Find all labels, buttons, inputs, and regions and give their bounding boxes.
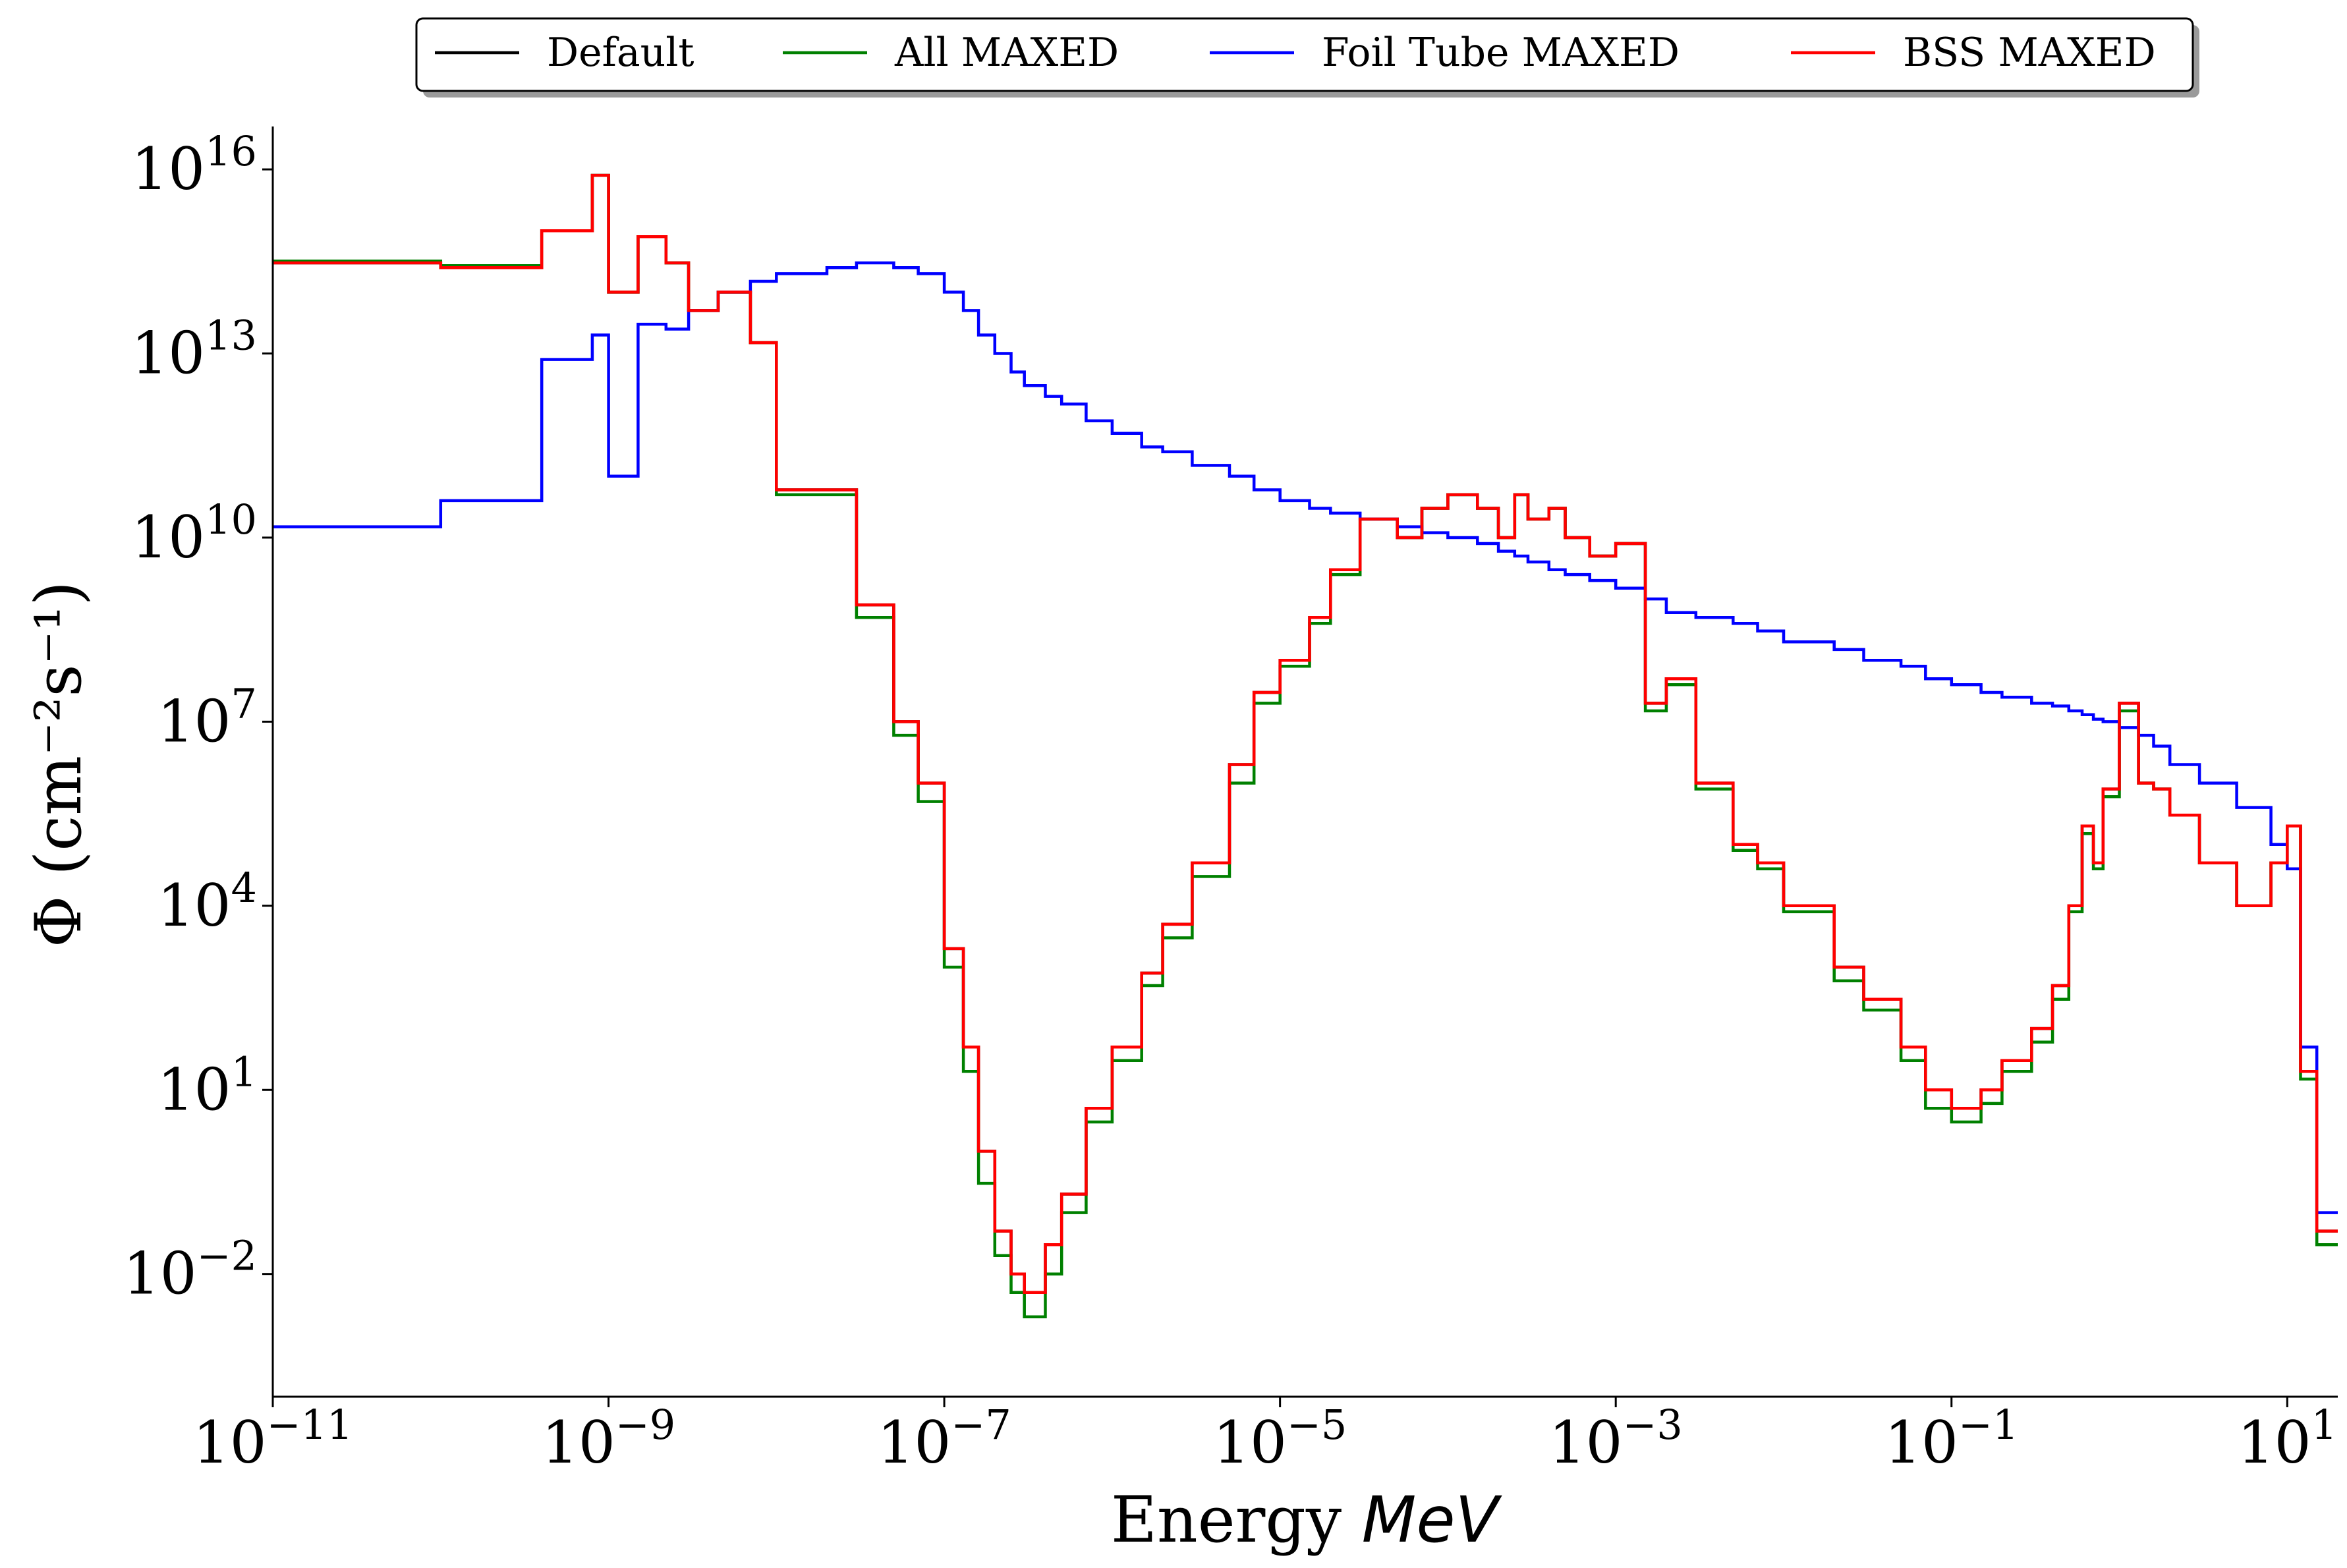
legend-label: Default — [547, 30, 694, 76]
x-tick-label: 10−1 — [1884, 1401, 2018, 1476]
y-tick-label: 1010 — [131, 495, 257, 571]
x-tick-label: 10−3 — [1549, 1401, 1683, 1476]
x-axis-label: Energy MeV — [1111, 1483, 1503, 1557]
y-axis-label: Φ (cm⁻²s⁻¹) — [22, 581, 96, 948]
legend: Default All MAXED Foil Tube MAXED BSS MAXED — [415, 17, 2199, 98]
y-tick-label: 1016 — [131, 127, 257, 203]
x-tick-label: 101 — [2238, 1401, 2337, 1476]
y-tick-label: 104 — [157, 864, 257, 939]
series-layer — [273, 173, 2338, 1319]
y-tick-label: 107 — [157, 679, 257, 755]
x-tick-label: 10−9 — [542, 1401, 675, 1476]
legend-items: Default All MAXED Foil Tube MAXED BSS MAXED — [435, 30, 2156, 76]
y-ticks: 10−2 101 104 107 1010 1013 1016 — [123, 127, 273, 1308]
y-tick-label: 101 — [157, 1048, 257, 1123]
series-line-2 — [273, 261, 2338, 1214]
x-tick-label: 10−7 — [877, 1401, 1011, 1476]
x-tick-label: 10−5 — [1213, 1401, 1347, 1476]
legend-label: BSS MAXED — [1903, 30, 2156, 76]
series-line-3 — [273, 173, 2338, 1294]
y-tick-label: 10−2 — [123, 1232, 257, 1308]
legend-label: Foil Tube MAXED — [1322, 30, 1680, 76]
legend-box — [415, 17, 2194, 92]
y-tick-label: 1013 — [131, 312, 257, 387]
x-tick-label: 10−11 — [193, 1401, 353, 1476]
x-ticks: 10−11 10−9 10−7 10−5 10−3 10−1 101 — [193, 1397, 2337, 1476]
legend-label: All MAXED — [894, 30, 1119, 76]
